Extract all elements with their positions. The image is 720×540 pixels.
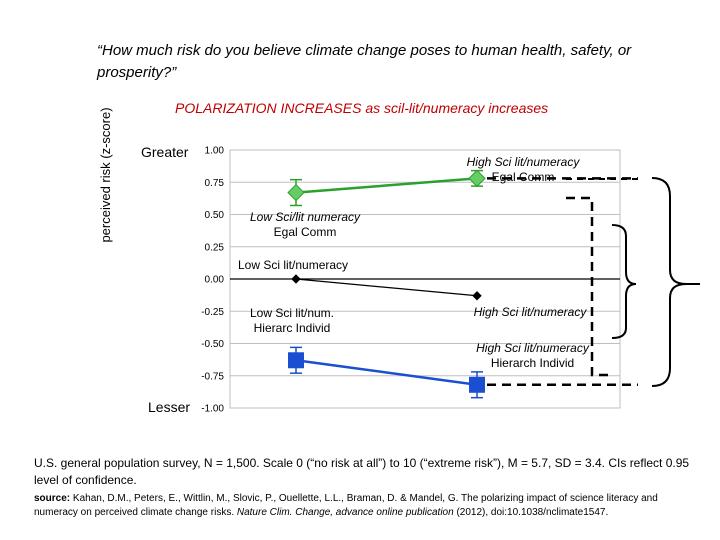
series-line-egal-comm — [295, 177, 478, 194]
annotation-low-hier-line2: Hierarc Individ — [253, 321, 331, 335]
y-tick-label: -0.50 — [201, 339, 224, 350]
small-brace — [611, 224, 637, 339]
y-tick-label: -0.25 — [201, 307, 224, 318]
survey-question: “How much risk do you believe climate ch… — [97, 42, 632, 81]
data-point-hierarc-individ — [469, 376, 485, 393]
annotation-low-hier-line1: Low Sci lit/num. — [249, 306, 335, 320]
annotation-low-mid-line1: Low Sci lit/numeracy — [238, 258, 349, 272]
large-brace — [651, 177, 687, 387]
y-tick-label: 1.00 — [205, 146, 225, 157]
y-tick-label: -1.00 — [201, 404, 224, 415]
annotation-low-mid: Low Sci lit/numeracy — [238, 258, 388, 273]
annotation-high-egal-line2: Egal Comm — [491, 170, 555, 184]
annotation-high-mid-line1: High Sci lit/numeracy — [473, 305, 587, 319]
data-point-egal-comm — [468, 169, 486, 188]
survey-note: U.S. general population survey, N = 1,50… — [34, 456, 690, 487]
source-journal: Nature Clim. Change, advance online publ… — [236, 507, 454, 518]
source-text: Kahan, D.M., Peters, E., Wittlin, M., Sl… — [34, 493, 658, 518]
annotation-high-hier-line1: High Sci lit/numeracy — [476, 341, 589, 355]
y-tick-label: 0.75 — [205, 178, 225, 189]
y-tick-label: -0.75 — [201, 371, 224, 382]
data-point-mean — [472, 291, 482, 301]
greater-label: Greater — [141, 144, 189, 160]
annotation-high-mid: High Sci lit/numeracy — [455, 305, 605, 320]
annotation-high-hier: High Sci lit/numeracy Hierarch Individ — [450, 341, 615, 371]
annotation-low-egal: Low Sci/lit numeracy Egal Comm — [230, 210, 380, 240]
series-line-hierarc-individ — [295, 359, 478, 387]
annotation-low-egal-line1: Low Sci/lit numeracy — [249, 210, 361, 224]
annotation-high-egal: High Sci lit/numeracy Egal Comm — [448, 155, 598, 185]
y-tick-label: 0.25 — [205, 242, 225, 253]
data-point-hierarc-individ — [288, 352, 304, 369]
lesser-label: Lesser — [148, 399, 191, 415]
y-tick-label: 0.50 — [205, 210, 225, 221]
source-citation: source: Kahan, D.M., Peters, E., Wittlin… — [34, 492, 694, 520]
annotation-high-hier-line2: Hierarch Individ — [490, 356, 575, 370]
source-tail: (2012), doi:10.1038/nclimate1547. — [456, 507, 609, 518]
series-line-mean — [295, 278, 478, 297]
annotation-high-egal-line1: High Sci lit/numeracy — [466, 155, 580, 169]
y-tick-label: 0.00 — [205, 275, 225, 286]
annotation-low-egal-line2: Egal Comm — [273, 225, 337, 239]
source-label: source: — [34, 493, 71, 504]
data-point-egal-comm — [287, 183, 305, 202]
data-point-mean — [291, 274, 301, 284]
annotation-low-hier: Low Sci lit/num. Hierarc Individ — [232, 306, 352, 336]
headline: POLARIZATION INCREASES as scil-lit/numer… — [175, 100, 549, 116]
dashed-bracket — [566, 196, 612, 377]
